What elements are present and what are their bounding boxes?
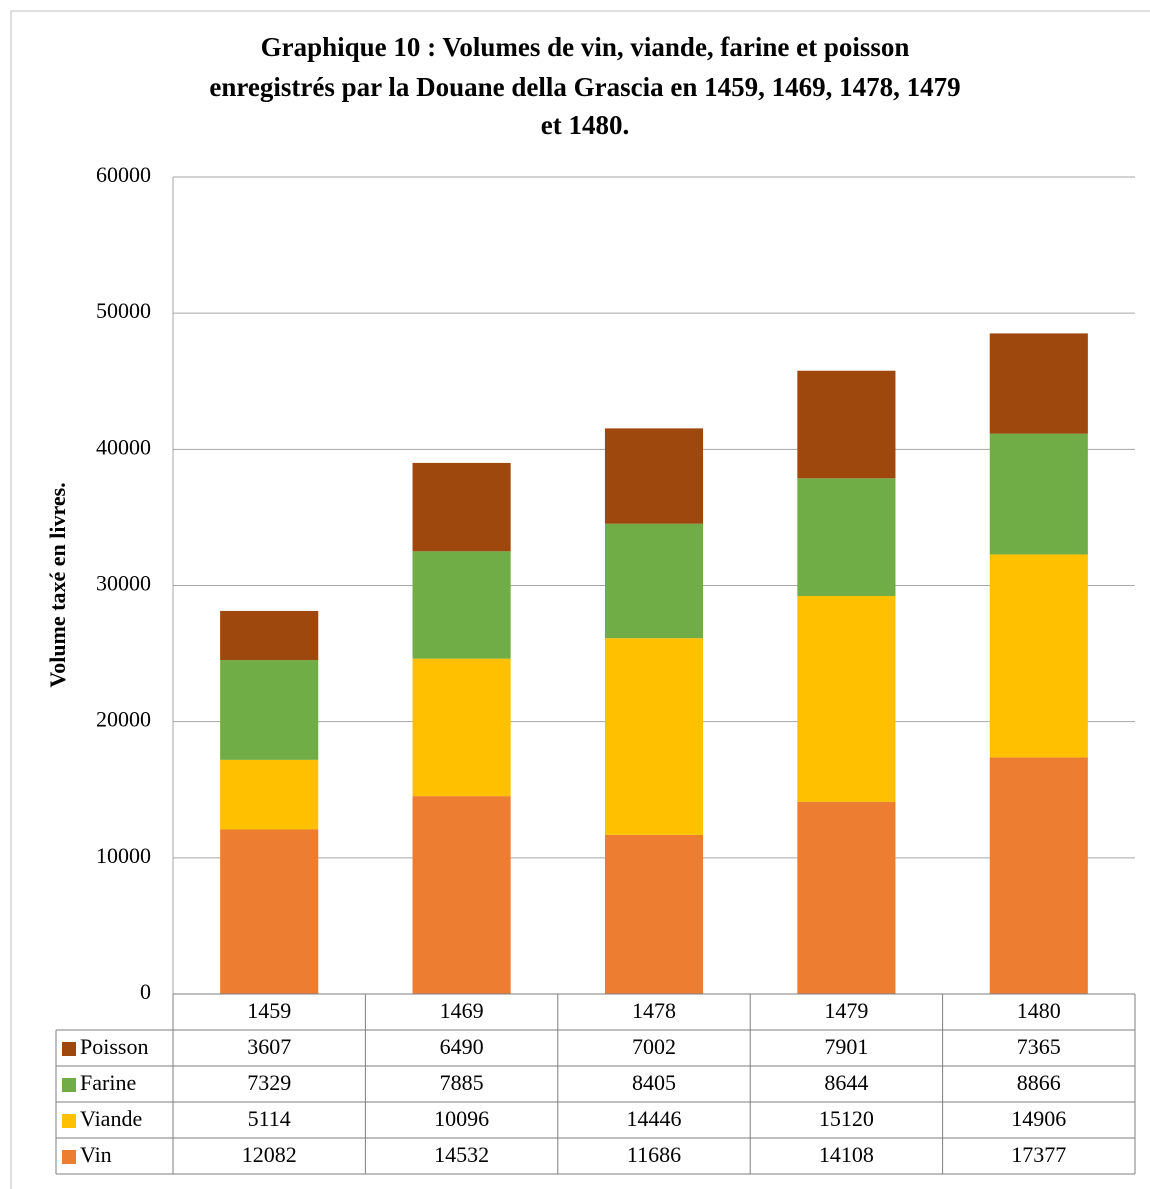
bar-segment xyxy=(989,333,1088,434)
y-tick-label: 20000 xyxy=(96,707,151,732)
x-tick-label: 1459 xyxy=(247,998,291,1023)
bar-segment xyxy=(604,523,704,639)
chart-frame xyxy=(10,10,1150,1189)
bar-segment xyxy=(412,658,511,797)
bar-segment xyxy=(989,757,1088,994)
bar-segment xyxy=(797,478,896,597)
y-tick-label: 10000 xyxy=(96,843,151,868)
table-value: 7329 xyxy=(247,1070,291,1095)
table-value: 7002 xyxy=(632,1034,676,1059)
y-tick-label: 40000 xyxy=(96,434,151,459)
table-value: 15120 xyxy=(819,1106,874,1131)
x-tick-label: 1478 xyxy=(632,998,676,1023)
bar-segment xyxy=(604,428,704,524)
table-value: 14108 xyxy=(819,1142,874,1167)
bar-segment xyxy=(604,834,704,994)
x-tick-label: 1480 xyxy=(1017,998,1061,1023)
bar-segment xyxy=(989,433,1088,555)
table-value: 6490 xyxy=(440,1034,484,1059)
table-value: 14532 xyxy=(434,1142,489,1167)
table-value: 8405 xyxy=(632,1070,676,1095)
bar-segment xyxy=(797,596,896,802)
table-value: 11686 xyxy=(627,1142,681,1167)
legend-swatch xyxy=(62,1042,76,1056)
legend-label: Vin xyxy=(80,1142,112,1167)
x-tick-label: 1469 xyxy=(440,998,484,1023)
bar-segment xyxy=(797,370,896,479)
legend-swatch xyxy=(62,1114,76,1128)
bar-segment xyxy=(989,554,1088,758)
table-value: 12082 xyxy=(242,1142,297,1167)
bar-segment xyxy=(220,610,319,661)
y-axis-label: Volume taxé en livres. xyxy=(45,482,70,687)
chart-title: enregistrés par la Douane della Grascia … xyxy=(209,72,960,102)
bar-segment xyxy=(797,801,896,994)
y-tick-label: 60000 xyxy=(96,162,151,187)
table-value: 5114 xyxy=(248,1106,291,1131)
legend-swatch xyxy=(62,1078,76,1092)
legend-swatch xyxy=(62,1150,76,1164)
bar-segment xyxy=(220,759,319,830)
table-value: 14446 xyxy=(627,1106,682,1131)
x-tick-label: 1479 xyxy=(824,998,868,1023)
table-value: 7365 xyxy=(1017,1034,1061,1059)
bar-segment xyxy=(220,829,319,994)
y-tick-label: 50000 xyxy=(96,298,151,323)
bar-segment xyxy=(412,462,511,552)
table-value: 7885 xyxy=(440,1070,484,1095)
table-value: 7901 xyxy=(824,1034,868,1059)
table-value: 17377 xyxy=(1011,1142,1066,1167)
table-value: 8866 xyxy=(1017,1070,1061,1095)
bar-segment xyxy=(604,638,704,835)
bar-segment xyxy=(412,551,511,659)
bar-segment xyxy=(220,660,319,760)
chart-title: Graphique 10 : Volumes de vin, viande, f… xyxy=(261,32,910,62)
legend-label: Farine xyxy=(80,1070,136,1095)
table-value: 10096 xyxy=(434,1106,489,1131)
legend-label: Poisson xyxy=(80,1034,148,1059)
bar-segment xyxy=(412,796,511,994)
table-value: 3607 xyxy=(247,1034,291,1059)
y-tick-label: 30000 xyxy=(96,571,151,596)
y-tick-label: 0 xyxy=(140,979,151,1004)
legend-label: Viande xyxy=(80,1106,142,1131)
chart-title: et 1480. xyxy=(541,110,629,140)
table-value: 8644 xyxy=(824,1070,868,1095)
table-value: 14906 xyxy=(1011,1106,1066,1131)
